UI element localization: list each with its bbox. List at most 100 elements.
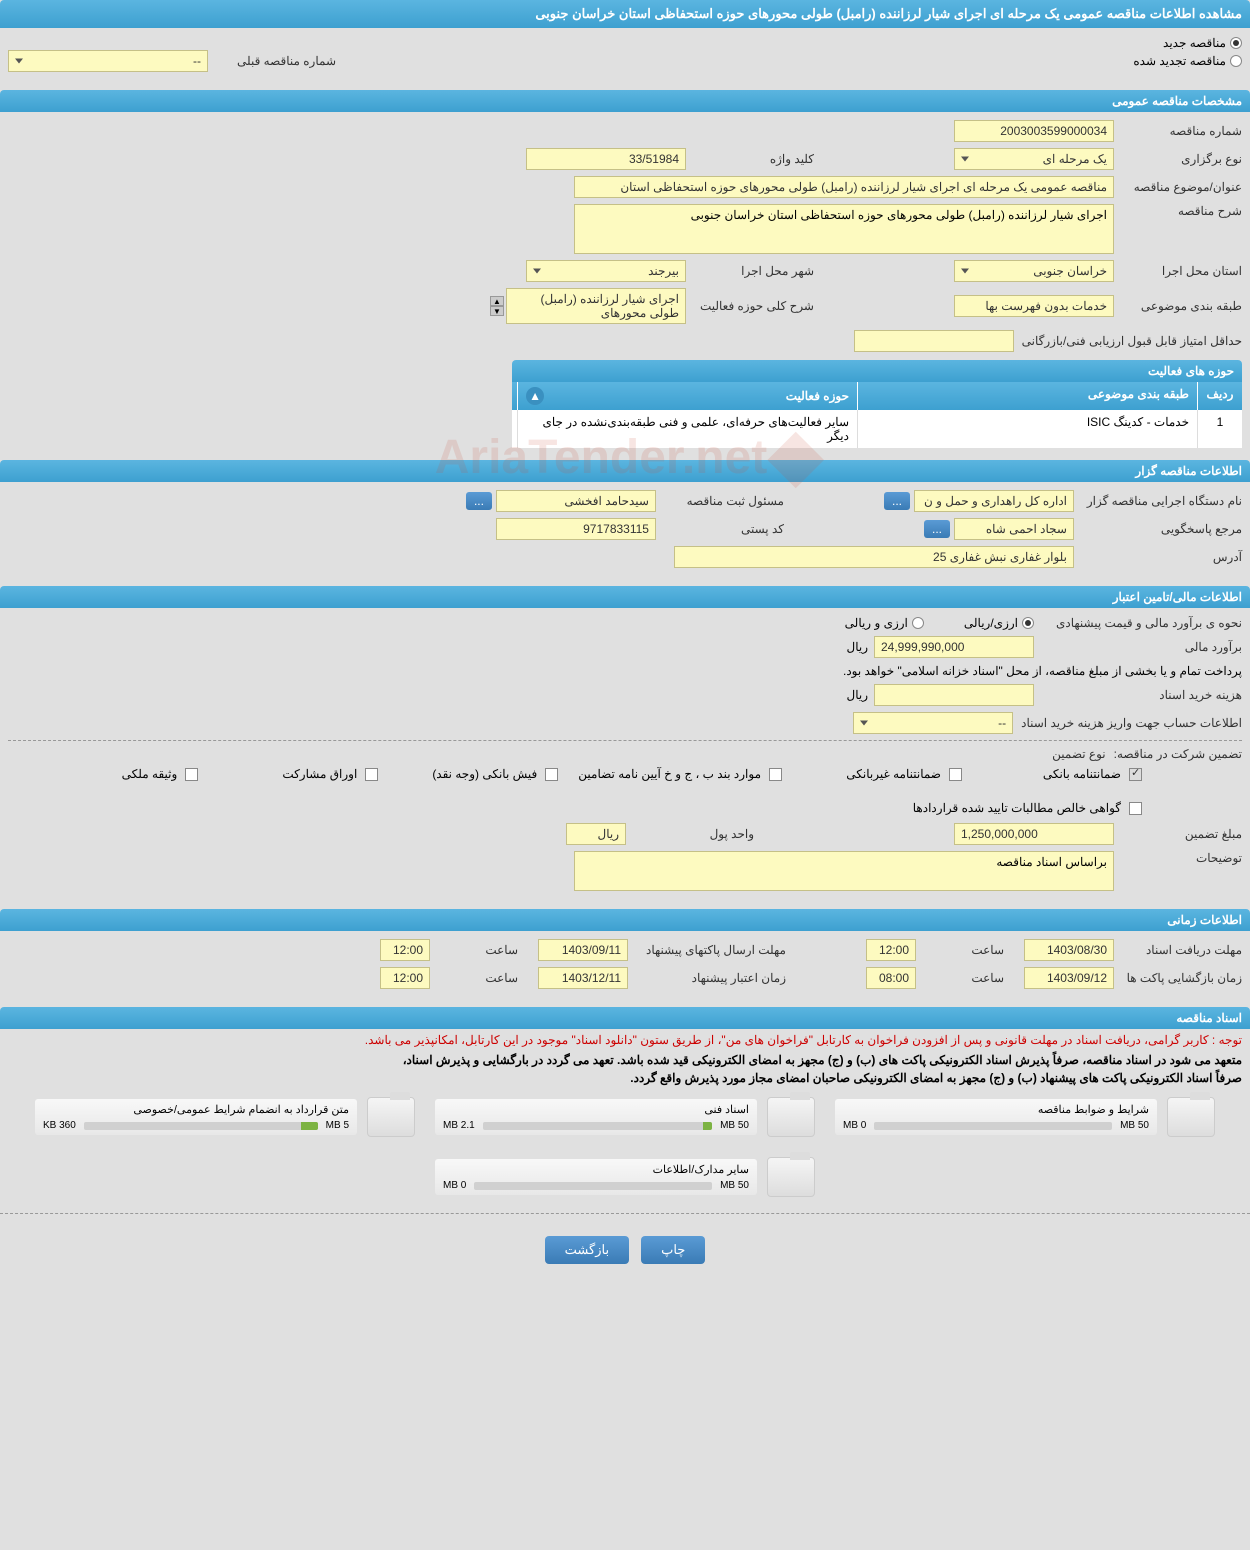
radio-renewed-tender[interactable]: مناقصه تجدید شده: [1133, 54, 1242, 68]
file-name: سایر مدارک/اطلاعات: [443, 1163, 749, 1176]
type-value: یک مرحله ای: [1043, 152, 1107, 166]
activity-scope-label: شرح کلی حوزه فعالیت: [694, 299, 814, 313]
currency-label-2: ریال: [846, 688, 868, 702]
file-name: اسناد فنی: [443, 1103, 749, 1116]
min-score-field: [854, 330, 1014, 352]
radio-new-label: مناقصه جدید: [1163, 36, 1226, 50]
file-item[interactable]: اسناد فنی 50 MB 2.1 MB: [435, 1097, 815, 1137]
tender-number-label: شماره مناقصه: [1122, 124, 1242, 138]
cb-label: گواهی خالص مطالبات تایید شده قراردادها: [913, 801, 1121, 815]
description-field: اجرای شیار لرزاننده (رامبل) طولی محورهای…: [574, 204, 1114, 254]
file-name: متن قرارداد به انضمام شرایط عمومی/خصوصی: [43, 1103, 349, 1116]
checkbox-icon: [545, 768, 558, 781]
currency-unit-field: ریال: [566, 823, 626, 845]
section-timing: اطلاعات زمانی: [0, 909, 1250, 931]
activity-scope-field: اجرای شیار لرزاننده (رامبل) طولی محورهای: [506, 288, 686, 324]
category-label: طبقه بندی موضوعی: [1122, 299, 1242, 313]
documents-note-2: صرفاً اسناد الکترونیکی پاکت های پیشنهاد …: [0, 1069, 1250, 1087]
file-used: 0 MB: [443, 1180, 466, 1191]
print-button[interactable]: چاپ: [641, 1236, 705, 1264]
packet-send-time: 12:00: [380, 939, 430, 961]
estimate-label: برآورد مالی: [1042, 640, 1242, 654]
keyword-label: کلید واژه: [694, 152, 814, 166]
table-cell-rownum: 1: [1197, 410, 1242, 448]
scroll-up-icon[interactable]: ▲: [490, 296, 504, 306]
doc-receive-date: 1403/08/30: [1024, 939, 1114, 961]
type-select[interactable]: یک مرحله ای: [954, 148, 1114, 170]
category-field: خدمات بدون فهرست بها: [954, 295, 1114, 317]
section-organizer: اطلاعات مناقصه گزار: [0, 460, 1250, 482]
registrar-more-button[interactable]: ...: [466, 492, 492, 510]
org-more-button[interactable]: ...: [884, 492, 910, 510]
postal-field: 9717833115: [496, 518, 656, 540]
cb-bank-receipt[interactable]: فیش بانکی (وجه نقد): [398, 767, 558, 781]
description-label: شرح مناقصه: [1122, 204, 1242, 218]
progress-bar: [483, 1122, 712, 1130]
checkbox-icon: [1129, 768, 1142, 781]
radio-renewed-label: مناقصه تجدید شده: [1133, 54, 1226, 68]
file-used: 0 MB: [843, 1120, 866, 1131]
time-label-2: ساعت: [438, 943, 518, 957]
folder-icon: [767, 1157, 815, 1197]
prev-number-label: شماره مناقصه قبلی: [216, 54, 336, 68]
packet-send-date: 1403/09/11: [538, 939, 628, 961]
separator: [0, 1213, 1250, 1214]
validity-time: 12:00: [380, 967, 430, 989]
radio-new-tender[interactable]: مناقصه جدید: [1163, 36, 1242, 50]
prev-number-select[interactable]: --: [8, 50, 208, 72]
time-label: ساعت: [924, 943, 1004, 957]
cb-bank-guarantee[interactable]: ضمانتنامه بانکی: [982, 767, 1142, 781]
validity-date: 1403/12/11: [538, 967, 628, 989]
packet-open-date: 1403/09/12: [1024, 967, 1114, 989]
time-label-4: ساعت: [438, 971, 518, 985]
progress-bar: [84, 1122, 318, 1130]
radio-dot-icon: [912, 617, 924, 629]
time-label-3: ساعت: [924, 971, 1004, 985]
cb-bonds[interactable]: اوراق مشارکت: [218, 767, 378, 781]
file-section: شرایط و ضوابط مناقصه 50 MB 0 MB اسناد فن…: [0, 1087, 1250, 1207]
cb-property[interactable]: وثیقه ملکی: [38, 767, 198, 781]
scroll-arrows[interactable]: ▲ ▼: [490, 296, 504, 316]
scroll-down-icon[interactable]: ▼: [490, 306, 504, 316]
contact-more-button[interactable]: ...: [924, 520, 950, 538]
file-total: 50 MB: [720, 1180, 749, 1191]
method-label: نحوه ی برآورد مالی و قیمت پیشنهادی: [1042, 616, 1242, 630]
province-value: خراسان جنوبی: [1033, 264, 1107, 278]
file-used: 2.1 MB: [443, 1120, 475, 1131]
cb-label: اوراق مشارکت: [282, 767, 357, 781]
currency-unit-label: واحد پول: [634, 827, 754, 841]
table-col-activity: حوزه فعالیت ▲: [517, 382, 857, 410]
cb-regulation-items[interactable]: موارد بند ب ، ج و خ آیین نامه تضامین: [578, 767, 782, 781]
file-total: 50 MB: [720, 1120, 749, 1131]
folder-icon: [767, 1097, 815, 1137]
cb-net-claims[interactable]: گواهی خالص مطالبات تایید شده قراردادها: [8, 801, 1142, 815]
doc-receive-label: مهلت دریافت اسناد: [1122, 943, 1242, 957]
registrar-label: مسئول ثبت مناقصه: [664, 494, 784, 508]
file-item[interactable]: شرایط و ضوابط مناقصه 50 MB 0 MB: [835, 1097, 1215, 1137]
cb-nonbank-guarantee[interactable]: ضمانتنامه غیربانکی: [802, 767, 962, 781]
packet-open-label: زمان بازگشایی پاکت ها: [1122, 971, 1242, 985]
radio-dot-icon: [1230, 37, 1242, 49]
table-col-category: طبقه بندی موضوعی: [857, 382, 1197, 410]
notes-field: براساس اسناد مناقصه: [574, 851, 1114, 891]
city-select[interactable]: بیرجند: [526, 260, 686, 282]
address-label: آدرس: [1082, 550, 1242, 564]
province-select[interactable]: خراسان جنوبی: [954, 260, 1114, 282]
file-name: شرایط و ضوابط مناقصه: [843, 1103, 1149, 1116]
collapse-icon[interactable]: ▲: [526, 387, 544, 405]
section-documents: اسناد مناقصه: [0, 1007, 1250, 1029]
radio-rial-label: ارزی/ریالی: [964, 616, 1018, 630]
radio-rial[interactable]: ارزی/ریالی: [964, 616, 1034, 630]
back-button[interactable]: بازگشت: [545, 1236, 629, 1264]
checkbox-icon: [185, 768, 198, 781]
validity-label: زمان اعتبار پیشنهاد: [636, 971, 786, 985]
table-col-activity-text: حوزه فعالیت: [786, 389, 849, 403]
file-item[interactable]: سایر مدارک/اطلاعات 50 MB 0 MB: [435, 1157, 815, 1197]
account-info-select[interactable]: --: [853, 712, 1013, 734]
currency-label: ریال: [846, 640, 868, 654]
file-item[interactable]: متن قرارداد به انضمام شرایط عمومی/خصوصی …: [35, 1097, 415, 1137]
postal-label: کد پستی: [664, 522, 784, 536]
doc-receive-time: 12:00: [866, 939, 916, 961]
progress-bar: [474, 1182, 712, 1190]
radio-mixed[interactable]: ارزی و ریالی: [845, 616, 924, 630]
